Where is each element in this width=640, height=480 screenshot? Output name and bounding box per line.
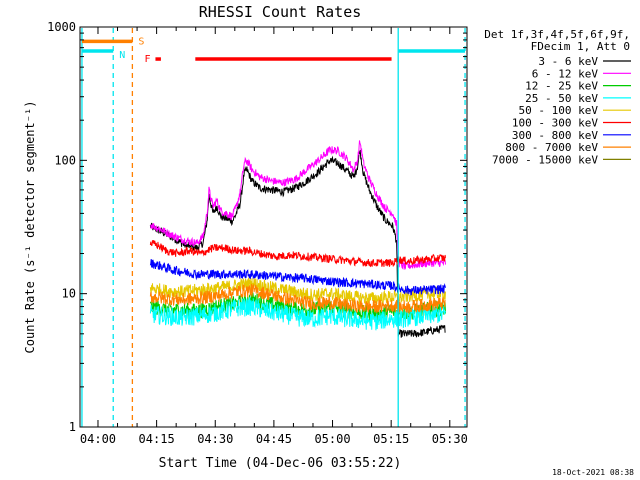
plot-frame — [79, 26, 468, 428]
marker-layer: SF N — [81, 28, 466, 427]
x-axis-label: Start Time (04-Dec-06 03:55:22) — [159, 456, 402, 471]
legend-label-3-6-kev: 3 - 6 keV — [538, 55, 598, 68]
legend-label-50-100-kev: 50 - 100 keV — [519, 104, 599, 117]
y-tick-label: 10 — [62, 287, 76, 301]
legend-label-12-25-kev: 12 - 25 keV — [525, 80, 598, 93]
legend-label-25-50-kev: 25 - 50 keV — [525, 92, 598, 105]
chart-title: RHESSI Count Rates — [199, 3, 362, 21]
y-tick-label: 1 — [69, 420, 76, 434]
series-line-6-12-kev — [150, 140, 446, 270]
legend-label-6-12-kev: 6 - 12 keV — [532, 67, 599, 80]
x-tick-label: 04:30 — [197, 432, 233, 446]
series-line-100-300-kev — [149, 240, 446, 268]
x-tick-label: 05:15 — [373, 432, 409, 446]
series-line-50-100-kev — [149, 277, 446, 305]
state-bar-label-s: S — [138, 36, 144, 47]
series-layer — [149, 140, 446, 338]
legend-label-800-7000-kev: 800 - 7000 keV — [505, 141, 598, 154]
legend-label-7000-15000-kev: 7000 - 15000 keV — [492, 153, 598, 166]
x-tick-label: 04:45 — [256, 432, 292, 446]
series-line-3-6-kev — [149, 149, 446, 338]
series-line-300-800-kev — [149, 258, 446, 296]
x-tick-label: 04:00 — [80, 432, 116, 446]
legend-label-300-800-kev: 300 - 800 keV — [512, 129, 598, 142]
legend-label-100-300-kev: 100 - 300 keV — [512, 117, 598, 130]
x-tick-label: 04:15 — [139, 432, 175, 446]
x-tick-label: 05:00 — [314, 432, 350, 446]
state-bar-label-f: F — [144, 54, 150, 65]
y-axis-label: Count Rate (s⁻¹ detector segment⁻¹) — [23, 101, 37, 354]
series-line-800-7000-kev — [149, 283, 446, 314]
y-tick-label: 1000 — [47, 20, 76, 34]
legend-header-detectors: Det 1f,3f,4f,5f,6f,9f, — [484, 28, 630, 41]
x-tick-label: 05:30 — [432, 432, 468, 446]
axes-layer: 1 10 100 1000 04:00 04:15 04:30 04:45 05:00 05:15… — [47, 20, 468, 446]
footer-timestamp: 18-Oct-2021 08:38 — [552, 468, 634, 477]
legend: Det 1f,3f,4f,5f,6f,9f, FDecim 1, Att 0 3… — [484, 28, 631, 166]
legend-header-decim: FDecim 1, Att 0 — [531, 40, 630, 53]
y-tick-label: 100 — [54, 153, 76, 167]
series-line-25-50-kev — [149, 296, 446, 331]
state-bar-label-n: N — [119, 50, 125, 61]
